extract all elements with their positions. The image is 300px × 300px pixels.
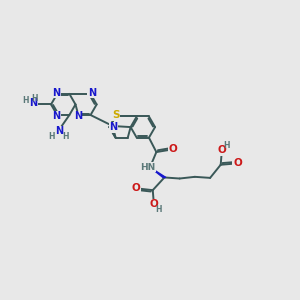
Text: O: O [131, 183, 140, 193]
Text: N: N [109, 122, 117, 132]
Text: S: S [112, 110, 120, 120]
Text: N: N [29, 98, 37, 108]
Polygon shape [150, 167, 166, 178]
Text: O: O [218, 146, 226, 155]
Text: H: H [22, 96, 28, 105]
Text: O: O [169, 144, 177, 154]
Text: N: N [52, 88, 60, 98]
Text: H: H [49, 132, 55, 141]
Text: N: N [74, 111, 82, 121]
Text: N: N [88, 88, 96, 98]
Text: H: H [62, 132, 68, 141]
Text: N: N [55, 126, 63, 136]
Text: H: H [223, 141, 230, 150]
Text: H: H [32, 94, 38, 103]
Text: O: O [149, 200, 158, 209]
Text: O: O [233, 158, 242, 168]
Text: N: N [52, 111, 60, 121]
Text: H: H [155, 205, 162, 214]
Text: HN: HN [141, 163, 156, 172]
